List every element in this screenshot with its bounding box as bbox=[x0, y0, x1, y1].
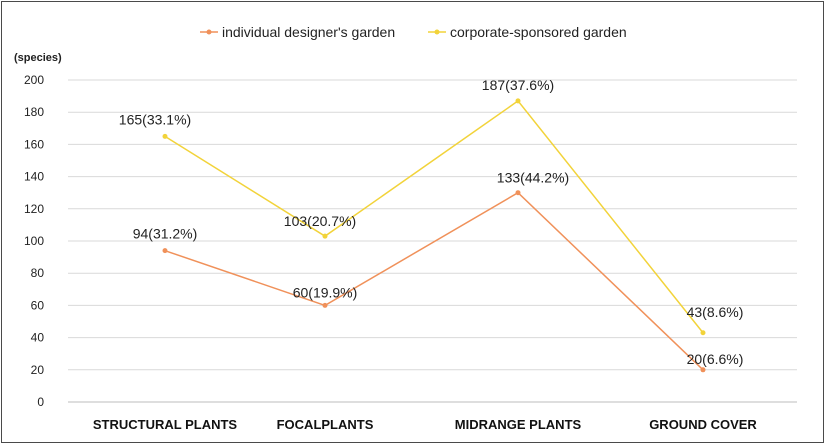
legend: individual designer's garden corporate-sp… bbox=[200, 24, 627, 40]
x-category-label: STRUCTURAL PLANTS bbox=[93, 417, 238, 432]
data-label: 43(8.6%) bbox=[687, 304, 744, 320]
y-tick-label-100: 100 bbox=[24, 234, 44, 248]
y-tick-label-120: 120 bbox=[24, 202, 44, 216]
series-line-1 bbox=[164, 191, 704, 371]
x-axis-categories: STRUCTURAL PLANTS FOCALPLANTS MIDRANGE PLA… bbox=[93, 417, 758, 432]
data-point bbox=[162, 248, 168, 254]
data-point bbox=[700, 367, 706, 373]
legend-label: corporate-sponsored garden bbox=[450, 24, 627, 40]
y-tick-label-140: 140 bbox=[24, 170, 44, 184]
data-label: 20(6.6%) bbox=[687, 351, 744, 367]
data-point bbox=[162, 133, 168, 139]
data-label: 133(44.2%) bbox=[497, 170, 569, 186]
series-lines bbox=[162, 98, 706, 373]
legend-swatch-marker bbox=[206, 29, 212, 35]
y-axis-ticks: 0 20 40 60 80 100 120 140 160 180 200 bbox=[24, 73, 44, 409]
data-label: 94(31.2%) bbox=[133, 226, 198, 242]
y-axis-unit-label: (species) bbox=[14, 52, 62, 64]
data-point bbox=[322, 302, 328, 308]
y-tick-label-160: 160 bbox=[24, 137, 44, 151]
y-tick-label-180: 180 bbox=[24, 105, 44, 119]
y-tick-label-20: 20 bbox=[31, 363, 45, 377]
data-point bbox=[700, 330, 706, 336]
gridlines bbox=[68, 79, 797, 403]
data-label: 103(20.7%) bbox=[284, 213, 356, 229]
data-point bbox=[322, 233, 328, 239]
y-tick-label-80: 80 bbox=[31, 266, 45, 280]
data-label: 60(19.9%) bbox=[293, 284, 358, 300]
data-point bbox=[515, 98, 521, 104]
legend-label: individual designer's garden bbox=[222, 24, 395, 40]
y-tick-label-0: 0 bbox=[37, 395, 44, 409]
x-category-label: GROUND COVER bbox=[649, 417, 757, 432]
y-tick-label-200: 200 bbox=[24, 73, 44, 87]
data-label: 165(33.1%) bbox=[119, 111, 191, 127]
y-tick-label-40: 40 bbox=[31, 331, 45, 345]
data-label: 187(37.6%) bbox=[482, 77, 554, 93]
data-point bbox=[515, 190, 521, 196]
series-line-2 bbox=[164, 99, 704, 334]
x-category-label: MIDRANGE PLANTS bbox=[455, 417, 582, 432]
legend-swatch-marker bbox=[434, 29, 440, 35]
x-category-label: FOCALPLANTS bbox=[277, 417, 374, 432]
y-tick-label-60: 60 bbox=[31, 298, 45, 312]
data-labels: 94(31.2%) 60(19.9%) 133(44.2%) 20(6.6%) 165(… bbox=[119, 77, 744, 367]
